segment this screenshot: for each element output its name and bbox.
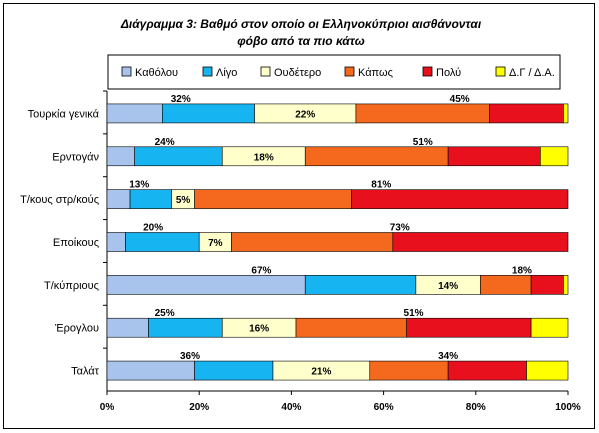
bar-segment — [129, 189, 172, 209]
data-label-mid: 5% — [176, 195, 191, 206]
data-label-high: 51% — [404, 308, 424, 319]
data-label-low: 32% — [171, 94, 191, 105]
bar-segment — [489, 103, 564, 124]
bar-segment — [351, 189, 569, 209]
bar-segment — [540, 146, 569, 167]
legend-entry: Πολύ — [436, 67, 461, 79]
bar-segment — [530, 317, 569, 338]
category-label: Ταλάτ — [71, 366, 100, 378]
legend-swatch — [121, 66, 132, 77]
category-label: Ερντογάν — [52, 151, 99, 163]
category-label: Εποίκους — [53, 237, 99, 249]
data-label-high: 34% — [438, 351, 458, 362]
legend-entry: Καθόλου — [135, 67, 178, 79]
bar-segment — [162, 103, 255, 124]
data-label-high: 51% — [413, 137, 433, 148]
bar-segment — [447, 146, 541, 167]
data-label-mid: 14% — [438, 281, 458, 292]
chart-title: Διάγραμμα 3: Βαθμό στον οποίο οι Ελληνοκ… — [120, 17, 482, 31]
bar-segment — [194, 360, 274, 381]
bar-segment — [106, 189, 131, 209]
bar-segment — [392, 232, 569, 252]
legend-swatch — [260, 66, 271, 77]
legend-swatch — [495, 66, 506, 77]
data-label-mid: 18% — [254, 152, 274, 163]
legend-box — [107, 54, 561, 90]
x-tick-label: 20% — [189, 402, 209, 413]
chart-subtitle: φόβο από τα πιο κάτω — [237, 34, 365, 48]
category-label: Τ/κύπριους — [44, 280, 99, 292]
x-tick-label: 80% — [466, 402, 486, 413]
bar-segment — [369, 360, 449, 381]
bar-segment — [530, 275, 564, 295]
data-label-low: 20% — [143, 223, 163, 234]
data-label-mid: 22% — [295, 109, 315, 120]
bar-segment — [106, 232, 126, 252]
bar-segment — [106, 146, 135, 167]
bar-segment — [106, 360, 195, 381]
data-label-low: 25% — [155, 308, 175, 319]
bar-segment — [295, 317, 407, 338]
bar-segment — [526, 360, 569, 381]
data-label-low: 24% — [155, 137, 175, 148]
data-label-high: 18% — [512, 265, 532, 276]
bar-segment — [563, 275, 569, 295]
bar-segment — [447, 360, 527, 381]
data-label-high: 73% — [390, 223, 410, 234]
bar-segment — [355, 103, 490, 124]
bar-segment — [148, 317, 223, 338]
data-label-mid: 7% — [208, 238, 223, 249]
legend-entry: Ουδέτερο — [274, 67, 321, 79]
bar-segment — [106, 317, 149, 338]
x-tick-label: 100% — [555, 402, 581, 413]
legend-swatch — [422, 66, 433, 77]
legend: Καθόλου Λίγο Ουδέτερο Κάπως Πολύ Δ.Γ / Δ.Α. — [107, 54, 561, 90]
data-label-mid: 16% — [249, 324, 269, 335]
category-label: Τ/κους στρ/κούς — [20, 194, 99, 206]
legend-swatch — [344, 66, 355, 77]
stacked-bar-chart: Διάγραμμα 3: Βαθμό στον οποίο οι Ελληνοκ… — [20, 17, 581, 413]
data-label-high: 45% — [450, 94, 470, 105]
bar-segment — [125, 232, 200, 252]
bar-segment — [231, 232, 394, 252]
bar-segment — [106, 275, 306, 295]
x-tick-label: 40% — [281, 402, 301, 413]
plot-area: 0% 20% 40% 60% 80% 100% Τουρκία γενικά 32% 22% 45… — [20, 90, 581, 413]
data-label-low: 13% — [129, 180, 149, 191]
category-label: Έρογλου — [54, 323, 99, 335]
bar-segment — [304, 146, 449, 167]
bar-segment — [304, 275, 417, 295]
data-label-mid: 21% — [311, 367, 331, 378]
legend-swatch — [202, 66, 213, 77]
bar-segment — [134, 146, 223, 167]
legend-entry: Λίγο — [216, 67, 237, 79]
legend-entry: Δ.Γ / Δ.Α. — [509, 67, 555, 79]
legend-entry: Κάπως — [358, 67, 393, 79]
bar-segment — [194, 189, 352, 209]
category-label: Τουρκία γενικά — [28, 108, 100, 120]
bar-segment — [563, 103, 569, 124]
bar-segment — [406, 317, 532, 338]
data-label-low: 36% — [180, 351, 200, 362]
bar-segment — [480, 275, 532, 295]
data-label-high: 81% — [371, 180, 391, 191]
x-tick-label: 60% — [374, 402, 394, 413]
chart-frame: Διάγραμμα 3: Βαθμό στον οποίο οι Ελληνοκ… — [3, 3, 595, 429]
bar-segment — [106, 103, 163, 124]
data-label-low: 67% — [251, 265, 271, 276]
x-tick-label: 0% — [100, 402, 115, 413]
